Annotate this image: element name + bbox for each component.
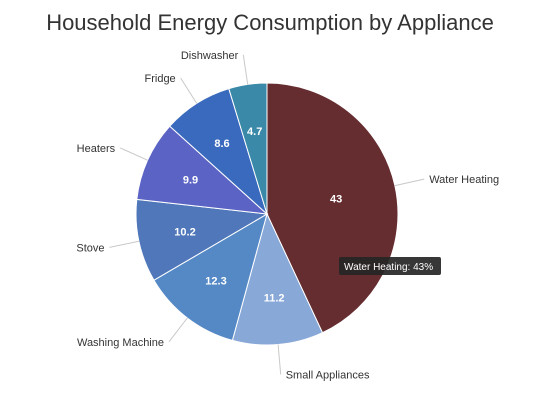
connector-stove xyxy=(109,240,140,248)
slice-label-washing-machine: Washing Machine xyxy=(77,337,164,349)
value-label-stove: 10.2 xyxy=(174,226,195,238)
chart-title: Household Energy Consumption by Applianc… xyxy=(46,10,494,35)
connector-water-heating xyxy=(394,178,425,187)
slice-name-labels: Water Heating Small Appliances Washing Mac… xyxy=(76,50,499,382)
slice-label-small-appliances: Small Appliances xyxy=(286,369,370,381)
pie-slices xyxy=(135,82,399,346)
pie-slice-washing-machine[interactable] xyxy=(153,212,268,341)
pie-slice-dishwasher[interactable] xyxy=(228,82,268,215)
slice-label-fridge: Fridge xyxy=(145,73,176,85)
value-label-fridge: 8.6 xyxy=(214,138,229,150)
value-label-water-heating: 43 xyxy=(330,194,342,206)
tooltip: Water Heating: 43% xyxy=(339,257,441,275)
slice-label-water-heating: Water Heating xyxy=(429,174,499,186)
tooltip-text: Water Heating: 43% xyxy=(344,262,433,273)
value-label-small-appliances: 11.2 xyxy=(264,293,285,305)
tooltip-box xyxy=(339,257,441,275)
slice-label-stove: Stove xyxy=(76,242,104,254)
value-label-dishwasher: 4.7 xyxy=(247,126,262,138)
pie-slice-stove[interactable] xyxy=(135,198,269,281)
connector-washing-machine xyxy=(168,317,188,343)
connector-dishwasher xyxy=(242,54,249,85)
value-label-washing-machine: 12.3 xyxy=(205,276,226,288)
connector-small-appliances xyxy=(277,344,282,375)
slice-label-heaters: Heaters xyxy=(77,143,116,155)
slice-value-labels: 43 11.2 12.3 10.2 9.9 8.6 4.7 xyxy=(174,126,342,304)
connector-fridge xyxy=(180,77,198,104)
value-label-heaters: 9.9 xyxy=(183,175,198,187)
slice-label-dishwasher: Dishwasher xyxy=(181,50,239,62)
connector-heaters xyxy=(119,147,148,161)
label-connectors xyxy=(109,54,425,375)
pie-slice-heaters[interactable] xyxy=(136,125,269,215)
